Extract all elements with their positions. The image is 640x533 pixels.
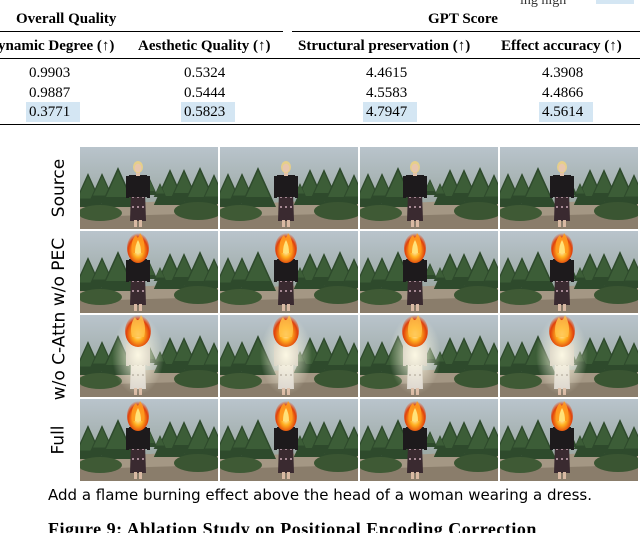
top-highlight-fragment xyxy=(596,0,634,4)
video-frame xyxy=(80,147,218,229)
video-frame xyxy=(220,231,358,313)
video-frame xyxy=(220,315,358,397)
bottom-rule xyxy=(0,124,640,125)
video-frame xyxy=(360,399,498,481)
highlight-cell-2 xyxy=(181,102,235,122)
highlight-cell-3 xyxy=(363,102,417,122)
table-cell: 4.5614 xyxy=(542,104,584,120)
video-frame xyxy=(500,315,638,397)
ablation-figure: Source w/o PEC w/o C-Attn Full xyxy=(0,146,640,486)
highlight-cell-1 xyxy=(26,102,80,122)
video-frame xyxy=(500,147,638,229)
video-frame xyxy=(80,315,218,397)
figure-prompt-caption: Add a flame burning effect above the hea… xyxy=(48,486,592,504)
header-rule xyxy=(0,58,640,59)
highlight-cell-4 xyxy=(539,102,593,122)
group-header-gpt-score: GPT Score xyxy=(428,11,498,27)
column-header-effect-accuracy: Effect accuracy (↑) xyxy=(501,38,622,54)
table-cell: 4.3908 xyxy=(542,65,584,81)
row-label-source: Source xyxy=(49,158,70,218)
video-frame xyxy=(80,231,218,313)
table-cell: 0.5324 xyxy=(184,65,226,81)
table-cell: 0.9887 xyxy=(29,85,71,101)
row-label-wo-pec: w/o PEC xyxy=(49,237,69,307)
table-cell: 0.3771 xyxy=(29,104,71,120)
video-frame xyxy=(220,147,358,229)
column-header-aesthetic-quality: Aesthetic Quality (↑) xyxy=(138,38,271,54)
table-cell: 4.7947 xyxy=(366,104,408,120)
table-cell: 4.4866 xyxy=(542,85,584,101)
column-header-structural-preservation: Structural preservation (↑) xyxy=(298,38,471,54)
row-label-full: Full xyxy=(48,425,69,455)
row-label-wo-c-attn: w/o C-Attn xyxy=(49,311,70,401)
group-header-overall-quality: Overall Quality xyxy=(16,11,117,27)
group-underline-gpt xyxy=(292,31,640,32)
top-text-fragment: ing high xyxy=(520,0,567,8)
table-cell: 4.5583 xyxy=(366,85,408,101)
video-frame xyxy=(500,399,638,481)
video-frame xyxy=(360,147,498,229)
video-frame xyxy=(500,231,638,313)
table-cell: 0.5823 xyxy=(184,104,226,120)
table-cell: 0.9903 xyxy=(29,65,71,81)
table-cell: 0.5444 xyxy=(184,85,226,101)
video-frame xyxy=(360,315,498,397)
column-header-dynamic-degree: ynamic Degree (↑) xyxy=(0,38,115,54)
ablation-table: ing high Overall Quality GPT Score ynami… xyxy=(0,0,640,128)
group-underline-overall xyxy=(0,31,283,32)
table-cell: 4.4615 xyxy=(366,65,408,81)
video-frame xyxy=(220,399,358,481)
video-frame xyxy=(360,231,498,313)
video-frame xyxy=(80,399,218,481)
figure-caption: Figure 9: Ablation Study on Positional E… xyxy=(48,519,537,533)
